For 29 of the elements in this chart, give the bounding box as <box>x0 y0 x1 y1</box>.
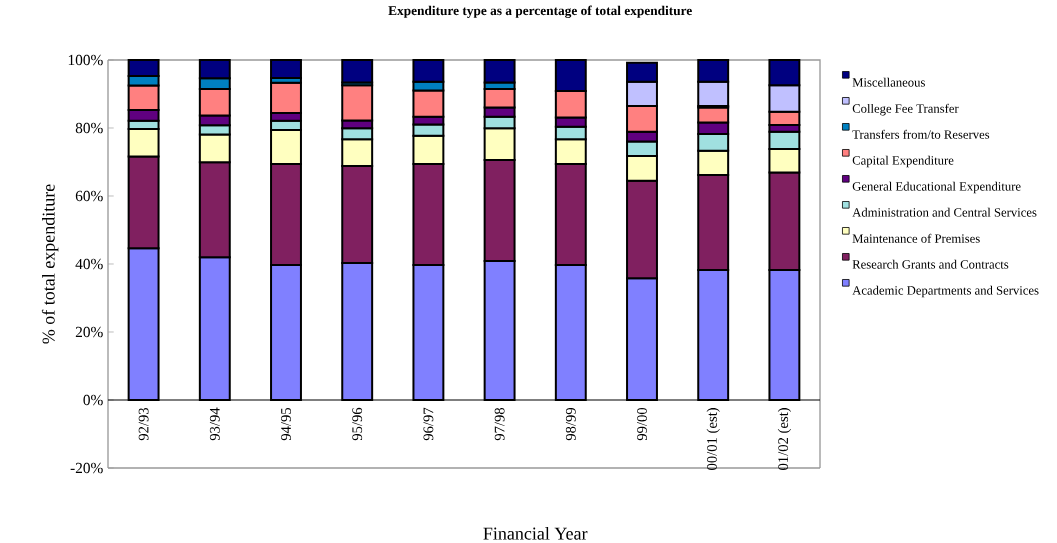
legend-label: Maintenance of Premises <box>852 233 980 243</box>
x-tick-label: 97/98 <box>494 407 505 441</box>
legend-label: General Educational Expenditure <box>852 181 1021 194</box>
x-tick-label: 98/99 <box>565 407 576 441</box>
x-tick-label: 96/97 <box>423 407 434 441</box>
legend-label: College Fee Transfer <box>852 103 959 116</box>
y-tick-label: 20% <box>75 326 103 338</box>
x-tick-label: 99/00 <box>637 407 647 441</box>
y-tick-label: 100% <box>68 54 103 66</box>
y-tick-label: -20% <box>70 462 103 474</box>
x-tick-label: 93/94 <box>209 407 220 441</box>
x-axis-title: Financial Year <box>483 527 588 540</box>
x-tick-label: 94/95 <box>281 407 291 441</box>
x-tick-label: 00/01 (est) <box>706 408 720 470</box>
x-tick-label: 01/02 (est) <box>777 408 792 470</box>
legend-label: Administration and Central Services <box>852 207 1037 217</box>
legend-label: Transfers from/to Reserves <box>852 129 990 139</box>
chart-title: Expenditure type as a percentage of total expenditure <box>388 5 692 18</box>
x-tick-label: 92/93 <box>138 407 149 441</box>
x-tick-label: 95/96 <box>352 407 363 441</box>
y-tick-label: 40% <box>75 258 103 270</box>
y-tick-label: 0% <box>83 394 103 406</box>
legend-label: Academic Departments and Services <box>852 285 1039 298</box>
legend-label: Miscellaneous <box>852 77 925 87</box>
legend-label: Capital Expenditure <box>852 155 954 168</box>
y-axis-title: % of total expenditure <box>41 184 59 344</box>
legend-label: Research Grants and Contracts <box>852 259 1009 269</box>
y-tick-label: 60% <box>75 190 103 202</box>
y-tick-label: 80% <box>75 122 103 134</box>
